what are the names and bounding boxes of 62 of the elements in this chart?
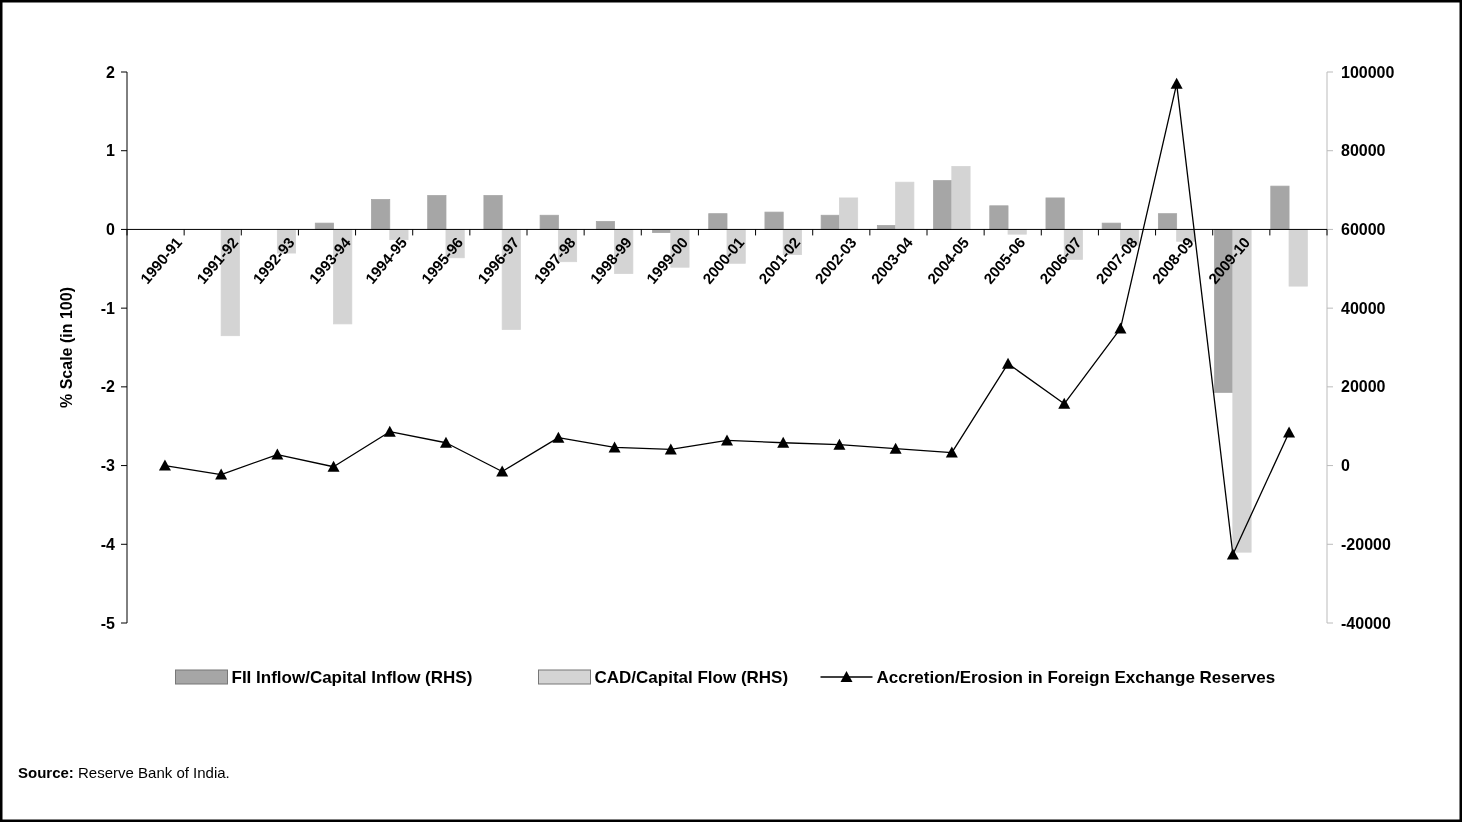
point [552,431,565,443]
bar [427,195,447,230]
bar [1101,222,1121,230]
y2-tick-label: 0 [1341,457,1350,475]
y-tick-label: -5 [100,614,116,632]
bar [951,166,971,230]
point [327,460,340,472]
y2-tick-label: 60000 [1341,221,1386,239]
point [1002,357,1015,369]
y-axis-title: % Scale (in 100) [58,287,75,408]
y-tick-label: 2 [106,63,116,81]
point [158,459,171,471]
point [889,442,902,454]
point [215,468,228,480]
point [777,436,790,448]
bar [1007,229,1027,235]
bar [483,195,503,230]
bar [1045,197,1065,230]
bar [895,181,915,230]
y-tick-label: -2 [100,378,116,396]
legend-label: Accretion/Erosion in Foreign Exchange Reserves [876,667,1276,687]
bar [595,221,615,230]
point [439,436,452,448]
y-tick-label: 1 [106,142,116,160]
point [608,441,621,453]
bar [708,213,728,230]
y-tick-label: -3 [100,457,116,475]
point [833,438,846,450]
point [1283,426,1296,438]
y2-tick-label: 40000 [1341,299,1386,317]
bar [933,180,953,230]
point [721,434,733,446]
bar [1270,185,1290,230]
point [1226,548,1239,560]
bar [764,211,784,230]
bar [1157,213,1178,230]
point [1114,322,1127,334]
bar [314,222,334,230]
point [496,465,509,477]
bar [839,197,859,230]
bar [989,205,1009,230]
point [271,448,284,460]
y2-tick-label: 100000 [1341,63,1395,81]
bar [1288,229,1308,287]
y-tick-label: 0 [106,221,116,239]
bar [371,199,391,230]
y2-tick-label: 80000 [1341,142,1386,160]
y-tick-label: -4 [100,535,116,553]
point [383,425,396,437]
point [1058,397,1071,409]
point [945,446,958,458]
y-tick-label: -1 [100,299,116,317]
y2-tick-label: 20000 [1341,378,1386,396]
source-note: Source: Reserve Bank of India. [18,764,230,781]
y2-tick-label: -20000 [1341,535,1391,553]
point [1170,77,1183,89]
y2-tick-label: -40000 [1341,614,1391,632]
point [664,443,677,455]
legend-label: FII Inflow/Capital Inflow (RHS) [231,667,473,687]
legend-label: CAD/Capital Flow (RHS) [594,667,789,687]
bar [820,214,840,230]
bar [539,214,559,230]
